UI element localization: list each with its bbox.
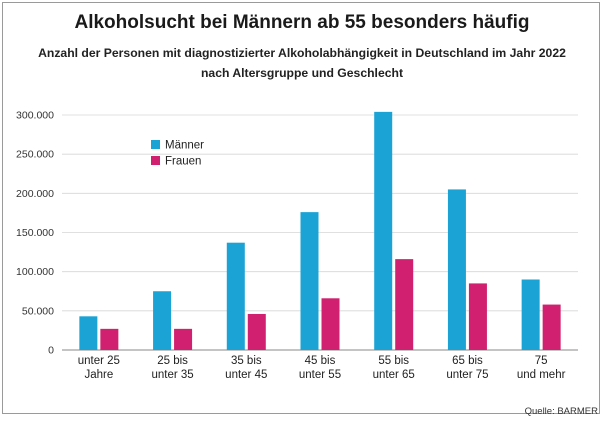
x-category-label-line: unter 55 — [299, 369, 341, 381]
x-category-label: unter 25 Jahre — [78, 355, 120, 381]
legend-label-frauen: Frauen — [165, 156, 201, 168]
chart-frame — [2, 2, 600, 414]
x-category-label: 45 bis unter 55 — [299, 355, 341, 381]
chart-title: Alkoholsucht bei Männern ab 55 besonders… — [74, 12, 530, 33]
bar-frauen — [247, 313, 266, 350]
bar-maenner — [226, 242, 245, 350]
bar-maenner — [300, 212, 319, 350]
chart-subtitle: Anzahl der Personen mit diagnostizierter… — [0, 43, 604, 83]
x-category-label-line: unter 35 — [151, 369, 193, 381]
x-category-label-line: unter 45 — [225, 369, 267, 381]
legend: Männer Frauen — [151, 140, 204, 168]
y-tick-label: 100.000 — [16, 266, 54, 278]
x-category-label-line: 75 — [535, 355, 548, 367]
x-category-label: 55 bis unter 65 — [373, 355, 415, 381]
y-tick-label: 50.000 — [22, 305, 54, 317]
bar-maenner — [79, 316, 98, 350]
x-category-label-line: unter 25 — [78, 355, 120, 367]
y-tick-label: 150.000 — [16, 227, 54, 239]
subtitle-line-2: nach Altersgruppe und Geschlecht — [200, 66, 404, 80]
x-category-label-line: und mehr — [517, 369, 566, 381]
bar-frauen — [100, 328, 119, 350]
x-category-label: 25 bis unter 35 — [151, 355, 193, 381]
x-category-label-line: unter 65 — [373, 369, 415, 381]
source-note: Quelle: BARMER — [524, 406, 598, 417]
bar-frauen — [174, 328, 193, 350]
legend-label-maenner: Männer — [165, 140, 204, 152]
y-tick-label: 0 — [48, 345, 54, 357]
legend-swatch-frauen — [151, 156, 160, 165]
bar-frauen — [468, 283, 487, 350]
x-category-label-line: unter 75 — [446, 369, 488, 381]
x-category-label: 65 bis unter 75 — [446, 355, 488, 381]
subtitle-line-1: Anzahl der Personen mit diagnostizierter… — [38, 46, 566, 60]
y-tick-label: 250.000 — [16, 149, 54, 161]
bar-frauen — [321, 298, 340, 350]
bar-frauen — [395, 259, 414, 350]
bar-maenner — [153, 291, 172, 350]
x-category-label: 75 und mehr — [517, 355, 566, 381]
x-category-label-line: 55 bis — [378, 355, 409, 367]
bar-maenner — [447, 189, 466, 350]
x-category-label-line: 45 bis — [305, 355, 336, 367]
grid-lines — [62, 114, 578, 351]
legend-swatch-maenner — [151, 140, 160, 149]
x-axis-category-labels: unter 25 Jahre 25 bis unter 35 35 bis unter 4… — [78, 355, 566, 381]
x-category-label-line: 65 bis — [452, 355, 483, 367]
x-category-label-line: 35 bis — [231, 355, 262, 367]
bars — [79, 111, 561, 350]
y-tick-label: 300.000 — [16, 110, 54, 122]
y-axis-tick-labels: 0 50.000 100.000 150.000 200.000 250.000 300.0… — [16, 110, 54, 357]
x-category-label-line: 25 bis — [157, 355, 188, 367]
bar-maenner — [521, 279, 540, 350]
y-tick-label: 200.000 — [16, 188, 54, 200]
x-category-label-line: Jahre — [84, 369, 113, 381]
x-category-label: 35 bis unter 45 — [225, 355, 267, 381]
bar-frauen — [542, 304, 561, 350]
bar-maenner — [374, 111, 393, 350]
